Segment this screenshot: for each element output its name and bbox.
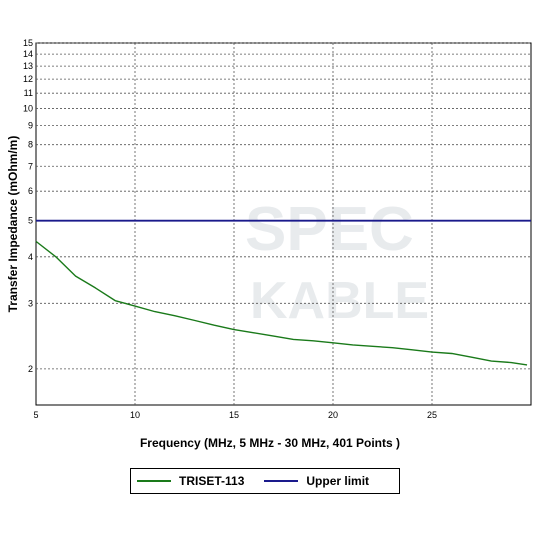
y-tick-label: 2 (28, 364, 33, 374)
y-tick-label: 13 (23, 61, 33, 71)
legend-swatch-upper-limit (264, 480, 299, 482)
y-tick-label: 14 (23, 49, 33, 59)
legend-label-triset: TRISET-113 (179, 474, 245, 488)
y-tick-label: 4 (28, 252, 33, 262)
legend-item-upper-limit: Upper limit (264, 474, 369, 488)
watermark-line-1: SPEC (245, 195, 414, 264)
x-tick-label: 5 (33, 410, 38, 420)
y-tick-label: 7 (28, 161, 33, 171)
y-tick-label: 15 (23, 38, 33, 48)
y-tick-label: 5 (28, 216, 33, 226)
watermark-line-2: KABLE (250, 272, 429, 330)
plot-area (35, 42, 532, 406)
series-group (35, 219, 531, 366)
series-line-triset (35, 240, 528, 366)
y-tick-label: 11 (24, 88, 33, 98)
y-tick-label: 10 (23, 104, 33, 114)
x-tick-label: 20 (328, 410, 338, 420)
legend-item-triset: TRISET-113 (137, 474, 244, 488)
y-tick-label: 6 (28, 186, 33, 196)
x-tick-label: 25 (427, 410, 437, 420)
watermark: SPEC KABLE (245, 195, 429, 330)
x-tick-label: 15 (229, 410, 239, 420)
y-tick-label: 3 (28, 298, 33, 308)
legend: TRISET-113 Upper limit (130, 468, 400, 494)
y-tick-label: 12 (23, 74, 33, 84)
x-axis-title: Frequency (MHz, 5 MHz - 30 MHz, 401 Poin… (140, 436, 400, 450)
y-tick-label: 9 (28, 121, 33, 131)
x-axis-ticks: 5 10 15 20 25 (33, 410, 437, 420)
legend-label-upper-limit: Upper limit (306, 474, 370, 488)
y-tick-label: 8 (28, 140, 33, 150)
x-tick-label: 10 (130, 410, 140, 420)
legend-swatch-triset (137, 480, 171, 482)
y-axis-title: Transfer Impedance (mOhm/m) (6, 136, 20, 313)
